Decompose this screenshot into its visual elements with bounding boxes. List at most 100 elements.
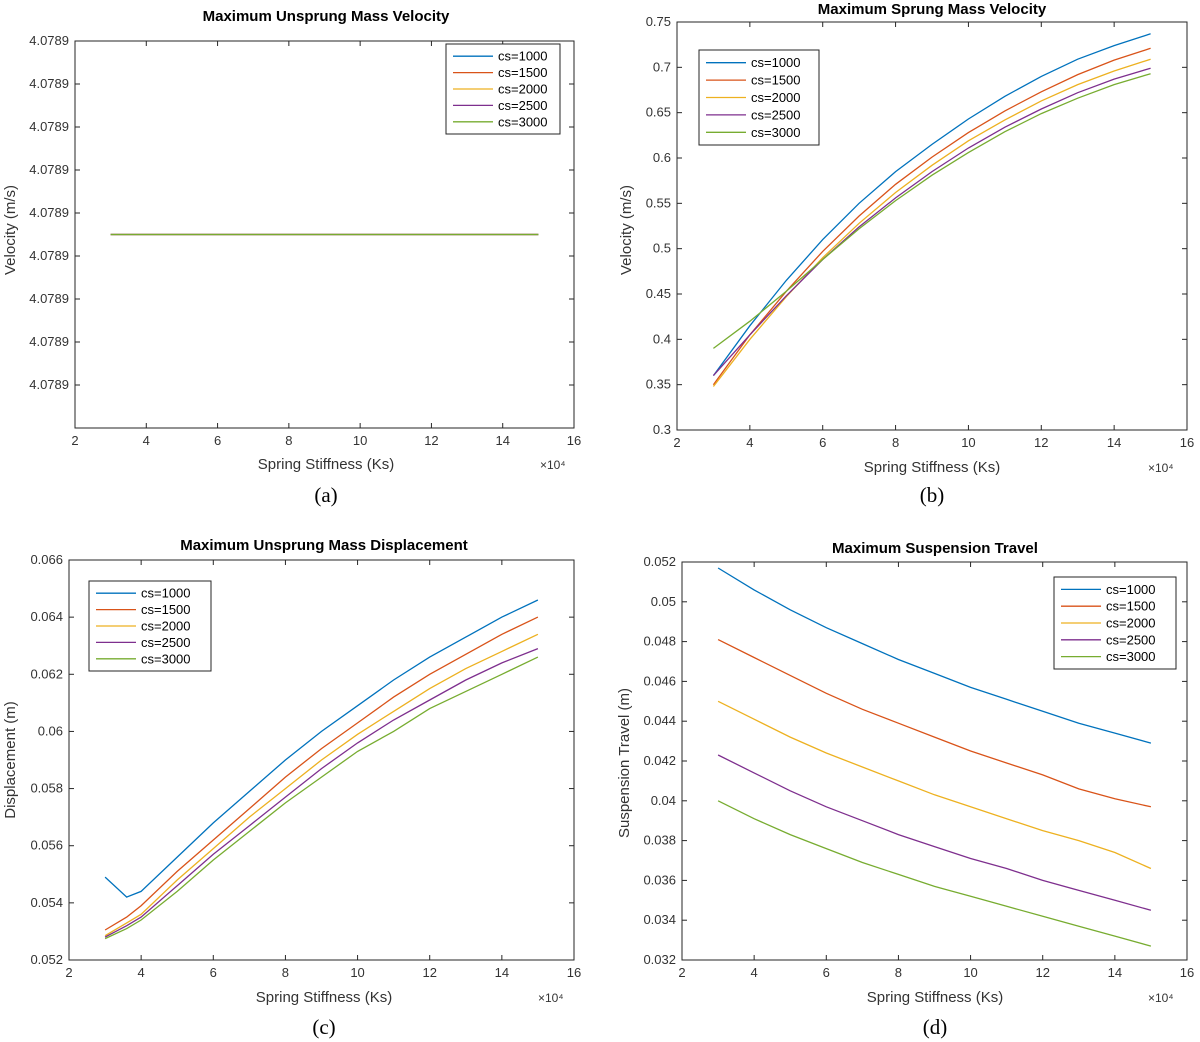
legend-label: cs=3000	[1106, 649, 1156, 664]
x-tick-label: 12	[424, 433, 438, 448]
legend-label: cs=2000	[1106, 616, 1156, 631]
y-tick-label: 0.6	[653, 150, 671, 165]
x-axis-multiplier: ×10⁴	[540, 458, 566, 472]
y-tick-label: 0.7	[653, 59, 671, 74]
legend-label: cs=1500	[498, 65, 548, 80]
plot-area-c: 2 4 6 8 10 12 14 16 0.052 0.054 0.056 0.058 0.06 0.06…	[30, 552, 581, 980]
y-tick-label: 0.064	[30, 609, 63, 624]
plot-area-d: 2 4 6 8 10 12 14 16 0.032 0.034 0.036 0.038 0.04 0.04…	[643, 554, 1194, 980]
legend-label: cs=1000	[1106, 582, 1156, 597]
series-line-cs-3000	[713, 73, 1151, 349]
x-tick-label: 8	[282, 965, 289, 980]
legend-label: cs=2500	[1106, 632, 1156, 647]
series-line-cs-1000	[717, 567, 1152, 744]
legend-label: cs=1500	[1106, 599, 1156, 614]
series-line-cs-1500	[717, 639, 1152, 808]
x-tick-label: 6	[214, 433, 221, 448]
series-line-cs-3000	[104, 656, 539, 940]
y-tick-label: 0.45	[646, 286, 671, 301]
y-tick-label: 0.05	[651, 594, 676, 609]
y-tick-label: 0.35	[646, 377, 671, 392]
series-line-cs-2500	[104, 647, 539, 938]
y-tick-label: 0.034	[643, 912, 676, 927]
y-tick-label: 4.0789	[29, 334, 69, 349]
x-axis-label: Spring Stiffness (Ks)	[258, 456, 394, 473]
y-tick-label: 0.062	[30, 666, 63, 681]
y-tick-label: 0.044	[643, 713, 676, 728]
y-tick-label: 0.5	[653, 241, 671, 256]
y-tick-label: 0.036	[643, 872, 676, 887]
y-axis-label: Velocity (m/s)	[2, 185, 19, 275]
y-tick-label: 0.55	[646, 195, 671, 210]
x-tick-label: 8	[285, 433, 292, 448]
y-tick-label: 0.04	[651, 793, 676, 808]
x-axis-label: Spring Stiffness (Ks)	[256, 989, 392, 1006]
legend-label: cs=2000	[751, 90, 801, 105]
x-tick-label: 16	[1180, 965, 1194, 980]
x-tick-label: 8	[895, 965, 902, 980]
legend-label: cs=1000	[498, 49, 548, 64]
y-tick-label: 4.0789	[29, 248, 69, 263]
y-tick-label: 0.3	[653, 422, 671, 437]
y-tick-label: 0.052	[30, 952, 63, 967]
legend-label: cs=1500	[751, 73, 801, 88]
x-tick-label: 4	[746, 435, 753, 450]
chart-title: Maximum Sprung Mass Velocity	[818, 1, 1047, 18]
chart-title: Maximum Unsprung Mass Displacement	[180, 537, 468, 554]
legend-label: cs=1000	[751, 55, 801, 70]
x-tick-label: 16	[567, 433, 581, 448]
panel-caption: (c)	[312, 1015, 335, 1039]
x-tick-label: 6	[823, 965, 830, 980]
y-tick-label: 4.0789	[29, 377, 69, 392]
y-tick-label: 0.046	[643, 673, 676, 688]
y-axis-label: Velocity (m/s)	[618, 185, 635, 275]
plot-area-a: 2 4 6 8 10 12 14 16 4.0789 4.0789 4.0789 4.0789 4.07…	[29, 33, 581, 448]
panel-caption: (d)	[923, 1015, 948, 1039]
x-tick-label: 2	[65, 965, 72, 980]
y-axis-label: Suspension Travel (m)	[616, 688, 633, 838]
legend-label: cs=2500	[751, 107, 801, 122]
legend-label: cs=3000	[498, 114, 548, 129]
x-tick-label: 2	[673, 435, 680, 450]
y-tick-label: 0.056	[30, 838, 63, 853]
x-tick-label: 14	[1108, 965, 1122, 980]
x-tick-label: 12	[422, 965, 436, 980]
series-line-cs-3000	[717, 800, 1152, 947]
series-line-cs-2500	[717, 754, 1152, 911]
x-tick-label: 2	[71, 433, 78, 448]
legend-label: cs=1000	[141, 586, 191, 601]
legend-label: cs=2000	[498, 82, 548, 97]
x-tick-label: 14	[1107, 435, 1121, 450]
y-tick-label: 0.06	[38, 723, 63, 738]
chart-title: Maximum Unsprung Mass Velocity	[203, 8, 450, 25]
y-tick-label: 0.066	[30, 552, 63, 567]
legend-label: cs=1500	[141, 602, 191, 617]
x-tick-label: 10	[961, 435, 975, 450]
x-tick-label: 4	[751, 965, 758, 980]
x-axis-label: Spring Stiffness (Ks)	[864, 459, 1000, 476]
y-tick-label: 0.75	[646, 14, 671, 29]
y-tick-label: 0.4	[653, 331, 671, 346]
series-line-cs-1000	[104, 599, 539, 898]
series-line-cs-2500	[712, 67, 1151, 377]
y-tick-label: 0.052	[643, 554, 676, 569]
legend-label: cs=2500	[141, 635, 191, 650]
y-tick-label: 4.0789	[29, 162, 69, 177]
y-tick-label: 0.054	[30, 895, 63, 910]
series-line-cs-2000	[717, 700, 1152, 870]
x-tick-label: 2	[678, 965, 685, 980]
x-tick-label: 4	[138, 965, 145, 980]
panel-caption: (a)	[314, 483, 337, 507]
y-tick-label: 0.048	[643, 634, 676, 649]
x-axis-multiplier: ×10⁴	[1148, 991, 1174, 1005]
chart-title: Maximum Suspension Travel	[832, 540, 1038, 557]
legend-label: cs=2500	[498, 98, 548, 113]
y-tick-label: 0.042	[643, 753, 676, 768]
legend-label: cs=2000	[141, 619, 191, 634]
x-tick-label: 12	[1034, 435, 1048, 450]
